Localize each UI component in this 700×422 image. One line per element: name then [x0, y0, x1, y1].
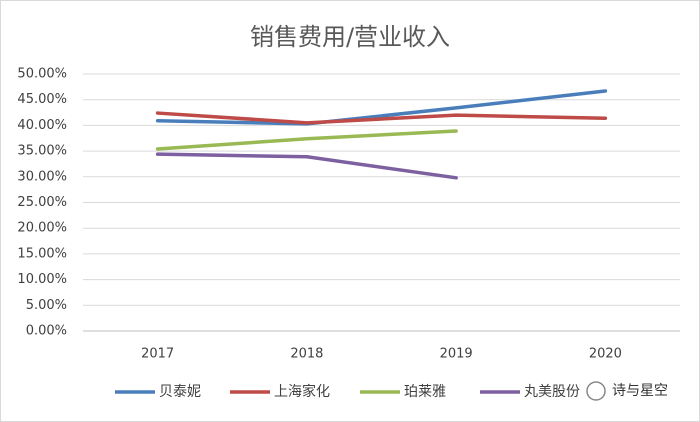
y-tick-label: 25.00% [17, 195, 67, 210]
legend-label: 珀莱雅 [404, 384, 446, 400]
x-tick-label: 2020 [589, 347, 622, 362]
chart-title: 销售费用/营业收入 [250, 23, 450, 51]
x-tick-label: 2019 [440, 347, 473, 362]
x-tick-label: 2018 [290, 347, 323, 362]
legend-label: 上海家化 [274, 383, 330, 400]
y-tick-label: 10.00% [17, 272, 67, 287]
y-tick-label: 50.00% [17, 67, 67, 82]
y-tick-label: 30.00% [17, 169, 67, 184]
y-tick-label: 15.00% [17, 246, 67, 261]
x-tick-label: 2017 [141, 347, 174, 362]
y-tick-label: 35.00% [17, 144, 67, 159]
series-line [155, 111, 608, 125]
series-line [155, 152, 458, 180]
legend-label: 贝泰妮 [159, 384, 201, 400]
watermark-group: 诗与星空 [586, 381, 668, 401]
y-tick-label: 40.00% [17, 118, 67, 133]
y-tick-label: 0.00% [26, 324, 67, 339]
watermark-icon [586, 381, 606, 401]
watermark: 诗与星空 [612, 383, 668, 399]
y-tick-label: 20.00% [17, 221, 67, 236]
y-tick-label: 45.00% [17, 92, 67, 107]
legend-label: 丸美股份 [524, 384, 580, 400]
series-line [155, 129, 458, 151]
series-line [155, 89, 608, 126]
y-tick-label: 5.00% [26, 298, 67, 313]
